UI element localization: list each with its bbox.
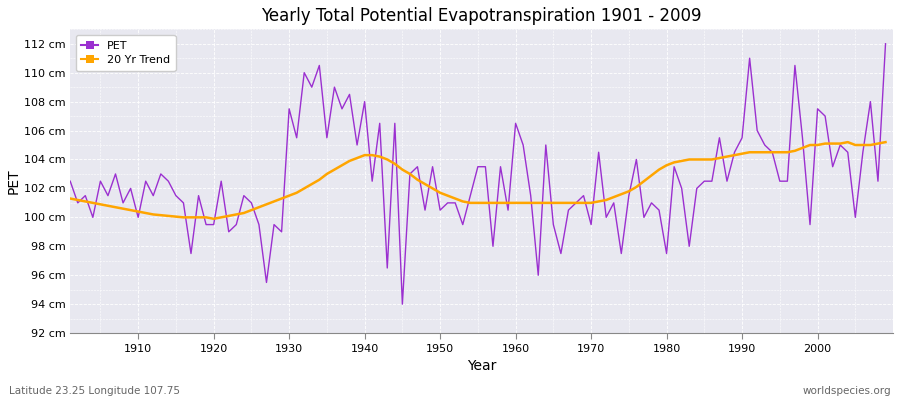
PET bbox=[65, 179, 76, 184]
PET bbox=[292, 135, 302, 140]
20 Yr Trend bbox=[208, 216, 219, 221]
Text: worldspecies.org: worldspecies.org bbox=[803, 386, 891, 396]
Line: 20 Yr Trend: 20 Yr Trend bbox=[70, 142, 886, 219]
PET bbox=[397, 302, 408, 306]
Y-axis label: PET: PET bbox=[7, 168, 21, 194]
20 Yr Trend bbox=[510, 200, 521, 205]
PET bbox=[510, 121, 521, 126]
PET bbox=[608, 200, 619, 205]
20 Yr Trend bbox=[299, 186, 310, 191]
Line: PET: PET bbox=[70, 44, 886, 304]
X-axis label: Year: Year bbox=[467, 359, 496, 373]
Title: Yearly Total Potential Evapotranspiration 1901 - 2009: Yearly Total Potential Evapotranspiratio… bbox=[261, 7, 702, 25]
20 Yr Trend bbox=[880, 140, 891, 144]
20 Yr Trend bbox=[65, 196, 76, 201]
Text: Latitude 23.25 Longitude 107.75: Latitude 23.25 Longitude 107.75 bbox=[9, 386, 180, 396]
PET bbox=[518, 143, 528, 148]
PET bbox=[337, 106, 347, 111]
PET bbox=[125, 186, 136, 191]
20 Yr Trend bbox=[518, 200, 528, 205]
PET bbox=[880, 41, 891, 46]
20 Yr Trend bbox=[125, 208, 136, 212]
20 Yr Trend bbox=[608, 195, 619, 200]
20 Yr Trend bbox=[344, 158, 355, 163]
20 Yr Trend bbox=[842, 140, 853, 144]
Legend: PET, 20 Yr Trend: PET, 20 Yr Trend bbox=[76, 35, 176, 71]
